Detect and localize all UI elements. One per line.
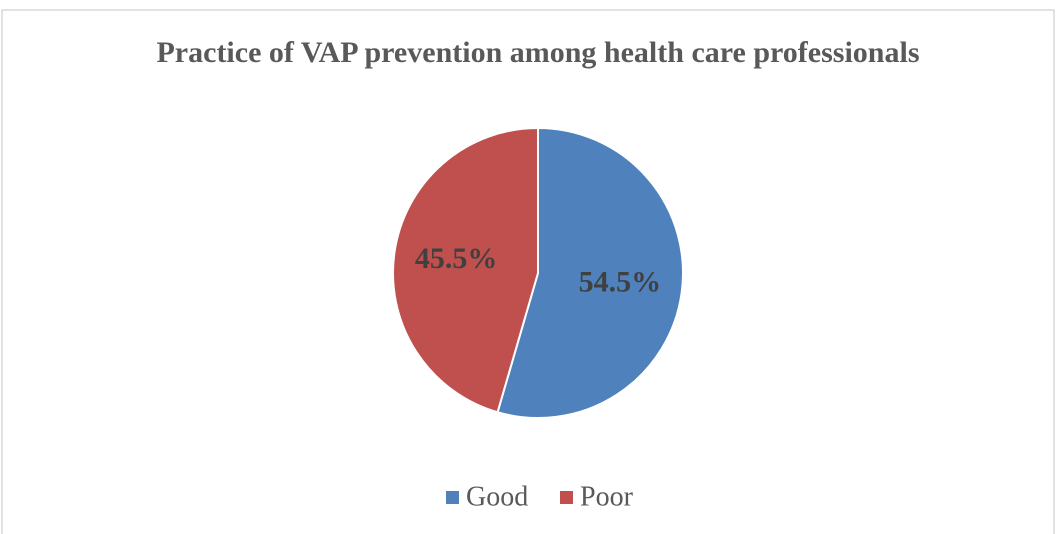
- data-label: 45.5%: [415, 242, 498, 275]
- legend-swatch: [560, 491, 573, 504]
- chart-title: Practice of VAP prevention among health …: [156, 36, 919, 69]
- legend-label: Good: [466, 481, 528, 512]
- legend-label: Poor: [580, 481, 634, 512]
- chart-border: [1, 9, 1055, 534]
- data-label: 54.5%: [579, 266, 662, 299]
- pie-slice: [392, 126, 539, 414]
- pie-slice: [496, 126, 684, 419]
- legend-swatch: [446, 491, 459, 504]
